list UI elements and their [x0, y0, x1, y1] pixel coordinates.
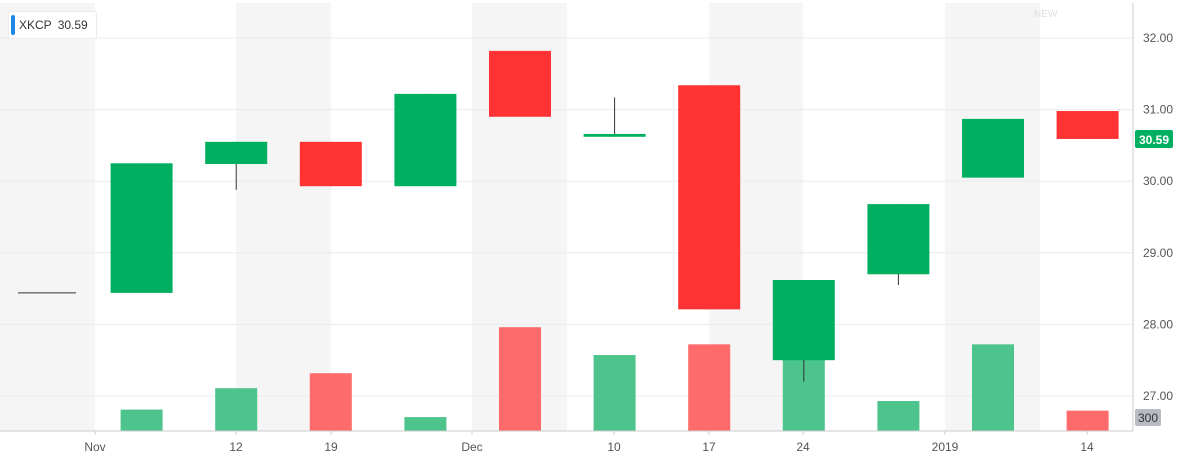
volume-bar: [972, 344, 1014, 431]
volume-bar: [1066, 410, 1109, 431]
last-price-badge: [1135, 129, 1173, 148]
candles: [18, 50, 1119, 382]
volume-badge-label: 300: [1138, 411, 1158, 425]
last-price-label: 30.59: [1139, 133, 1169, 147]
volume-bar: [404, 417, 447, 431]
y-tick-label: 31.00: [1143, 103, 1173, 117]
shaded-band: [0, 3, 95, 431]
x-tick-label: 24: [796, 440, 810, 454]
x-tick-label: Dec: [461, 440, 482, 454]
candle-body: [772, 280, 835, 361]
candle-body: [1056, 111, 1119, 139]
legend[interactable]: XKCP 30.59: [8, 11, 97, 39]
y-tick-label: 29.00: [1143, 246, 1173, 260]
candle-body: [962, 118, 1024, 178]
volume-bar: [309, 373, 352, 431]
volume-bar: [877, 401, 920, 431]
axes: [0, 3, 1134, 435]
axis-labels: 32.00 31.00 30.00 29.00 28.00 27.00 Nov 12 19 Dec…: [84, 31, 1173, 454]
x-tick-label: 19: [324, 440, 338, 454]
volume-bar: [593, 355, 636, 431]
candle-body: [867, 204, 930, 275]
legend-swatch: [11, 15, 15, 35]
candle-body: [110, 163, 173, 293]
volume-bars: [120, 327, 1109, 431]
price-badges: 30.59 300: [1135, 129, 1173, 426]
legend-value: 30.59: [57, 18, 88, 32]
gridlines: [0, 37, 1133, 397]
y-tick-label: 28.00: [1143, 317, 1173, 331]
watermark-logo: NEW: [1034, 9, 1058, 20]
candle-body: [678, 85, 741, 310]
y-tick-label: 30.00: [1143, 174, 1173, 188]
volume-bar: [215, 388, 258, 431]
x-tick-label: 14: [1080, 440, 1094, 454]
x-tick-label: 17: [702, 440, 716, 454]
x-tick-label: 10: [607, 440, 621, 454]
legend-symbol: XKCP: [19, 18, 52, 32]
y-tick-label: 27.00: [1143, 389, 1173, 403]
x-tick-label: 2019: [932, 440, 959, 454]
candle-body: [205, 141, 268, 165]
shaded-band: [236, 3, 331, 431]
candle-body: [299, 141, 362, 187]
volume-badge: [1135, 409, 1161, 426]
candle-body: [489, 50, 551, 117]
y-tick-label: 32.00: [1143, 31, 1173, 45]
candle-body: [394, 93, 457, 187]
x-tick-label: Nov: [84, 440, 105, 454]
volume-bar: [499, 327, 541, 431]
candle-body: [583, 133, 646, 137]
x-tick-label: 12: [229, 440, 243, 454]
volume-bar: [688, 344, 731, 431]
volume-bar: [120, 409, 163, 431]
